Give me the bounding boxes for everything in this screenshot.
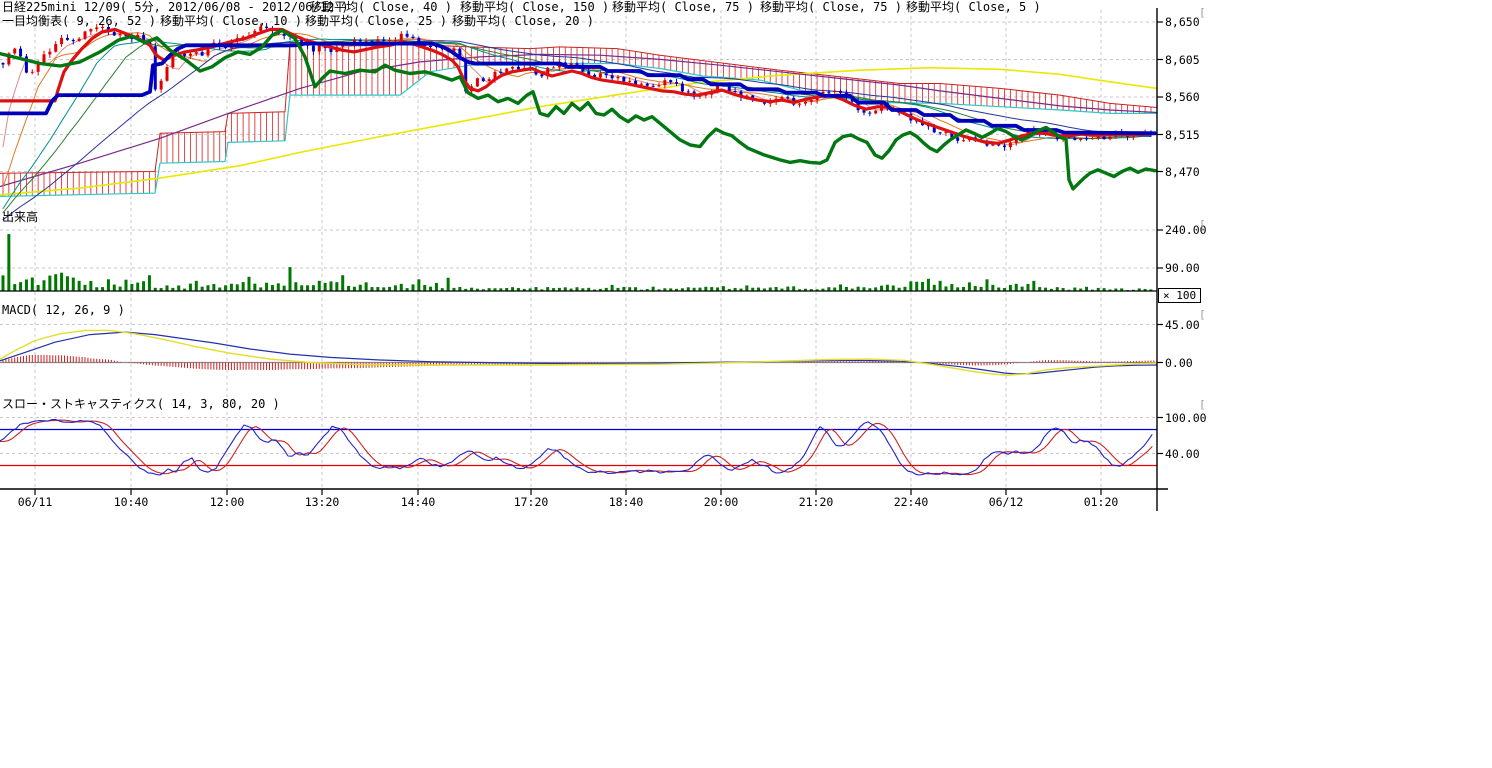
x-axis-tick-label: 06/11 xyxy=(17,495,53,509)
stochastics-panel xyxy=(0,418,1157,476)
x-axis-tick-label: 06/12 xyxy=(988,495,1024,509)
y-axis-tick-label: 240.00 xyxy=(1165,223,1207,237)
x-axis-tick-label: 20:00 xyxy=(703,495,739,509)
legend-item-ma75-2: 移動平均( Close, 75 ) xyxy=(760,0,902,14)
grid-lines xyxy=(0,10,1157,489)
legend-item-ma5: 移動平均( Close, 5 ) xyxy=(906,0,1041,14)
panel-resize-handle[interactable]: [ xyxy=(1199,6,1206,19)
panel-resize-handle[interactable]: [ xyxy=(1199,218,1206,231)
y-axis-tick-label: 8,650 xyxy=(1165,15,1200,29)
y-axis-tick-label: 8,470 xyxy=(1165,164,1200,179)
y-axis-tick-label: 0.00 xyxy=(1165,355,1193,370)
x-axis-tick-label: 10:40 xyxy=(113,495,149,509)
x-axis-tick-label: 12:00 xyxy=(209,495,245,509)
volume-multiplier-badge: × 100 xyxy=(1158,288,1202,303)
x-axis-tick-label: 14:40 xyxy=(400,495,436,509)
y-axis-tick-label: 8,560 xyxy=(1165,90,1200,104)
y-axis-tick-label: 100.00 xyxy=(1165,410,1207,425)
legend-item-ma75-1: 移動平均( Close, 75 ) xyxy=(612,0,754,14)
legend-item-ma150: 移動平均( Close, 150 ) xyxy=(460,0,610,14)
y-axis-tick-label: 90.00 xyxy=(1165,261,1200,275)
ichimoku-lines xyxy=(0,27,1157,191)
x-axis-tick-label: 21:20 xyxy=(798,495,834,509)
panel-resize-handle[interactable]: [ xyxy=(1199,308,1206,321)
y-axis-tick-label: 8,605 xyxy=(1165,52,1200,67)
axes xyxy=(0,8,1168,511)
legend-item-ma25: 移動平均( Close, 25 ) xyxy=(305,14,447,28)
x-axis-tick-label: 17:20 xyxy=(513,495,549,509)
price-chart-svg[interactable] xyxy=(0,0,1210,520)
x-axis-tick-label: 18:40 xyxy=(608,495,644,509)
panel-resize-handle[interactable]: [ xyxy=(1199,398,1206,411)
legend-row-2: 一目均衡表( 9, 26, 52 ) 移動平均( Close, 10 ) 移動平… xyxy=(0,15,1210,28)
stoch-panel-label: スロー・ストキャスティクス( 14, 3, 80, 20 ) xyxy=(2,397,280,411)
y-axis-tick-label: 40.00 xyxy=(1165,446,1200,461)
legend-item-instrument: 日経225mini 12/09( 5分, 2012/06/08 - 2012/0… xyxy=(2,0,349,14)
macd-panel-label: MACD( 12, 26, 9 ) xyxy=(2,303,125,317)
volume-panel-label: 出来高 xyxy=(2,210,39,224)
y-axis-tick-label: 45.00 xyxy=(1165,317,1200,332)
y-axis-tick-label: 8,515 xyxy=(1165,127,1200,142)
macd-panel xyxy=(0,329,1158,376)
x-axis-tick-label: 01:20 xyxy=(1083,495,1119,509)
legend-row-1: 日経225mini 12/09( 5分, 2012/06/08 - 2012/0… xyxy=(0,1,1210,14)
x-axis-tick-label: 22:40 xyxy=(893,495,929,509)
legend-item-ichimoku: 一目均衡表( 9, 26, 52 ) xyxy=(2,14,156,28)
x-axis-tick-label: 13:20 xyxy=(304,495,340,509)
legend-item-ma40: 移動平均( Close, 40 ) xyxy=(310,0,452,14)
legend-item-ma10: 移動平均( Close, 10 ) xyxy=(160,14,302,28)
volume-bars xyxy=(1,234,1153,291)
legend-item-ma20: 移動平均( Close, 20 ) xyxy=(452,14,594,28)
